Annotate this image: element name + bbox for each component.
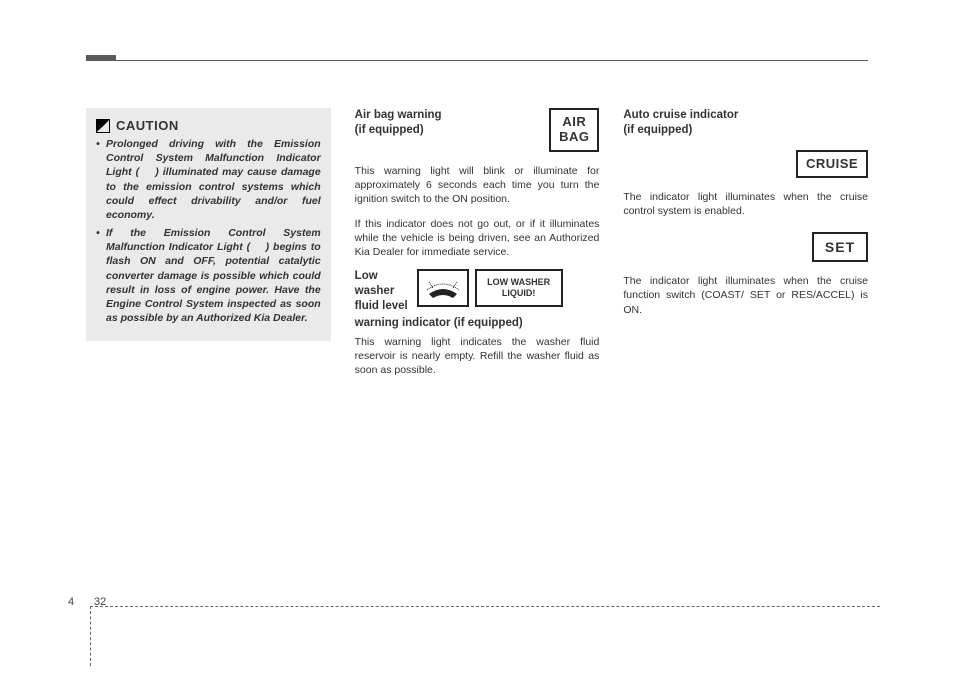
washer-icon-box [417,269,469,307]
airbag-heading: Air bag warning (if equipped) [355,108,542,138]
caution-box: CAUTION Prolonged driving with the Emiss… [86,108,331,341]
washer-text-badge: LOW WASHER LIQUID! [475,269,563,307]
airbag-badge: AIR BAG [549,108,599,152]
washer-heading-cont: warning indicator (if equipped) [355,316,600,331]
washer-para: This warning light indicates the washer … [355,335,600,378]
caution-header: CAUTION [96,118,321,133]
cruise-para: The indicator light illuminates when the… [623,190,868,218]
page-section-number: 4 [68,596,74,608]
cruise-badge: CRUISE [796,150,868,178]
airbag-header-row: Air bag warning (if equipped) AIR BAG [355,108,600,152]
cruise-badge-row: CRUISE [623,150,868,178]
caution-icon [96,119,110,133]
footer-rule [90,606,880,607]
cruise-heading: Auto cruise indicator (if equipped) [623,108,868,138]
washer-header-row: Low washer fluid level LOW WASHER LIQUID… [355,269,600,314]
set-para: The indicator light illuminates when the… [623,274,868,317]
airbag-para-2: If this indicator does not go out, or if… [355,217,600,260]
column-2: Air bag warning (if equipped) AIR BAG Th… [355,108,600,387]
content-columns: CAUTION Prolonged driving with the Emiss… [86,108,868,387]
caution-list: Prolonged driving with the Emission Cont… [96,137,321,325]
washer-icon [423,274,463,302]
airbag-badge-line2: BAG [559,130,589,145]
caution-title: CAUTION [116,118,179,133]
airbag-badge-line1: AIR [562,115,586,130]
footer-vline [90,606,91,666]
set-badge-row: SET [623,232,868,262]
set-badge: SET [812,232,868,262]
header-rule [86,60,868,61]
caution-item: Prolonged driving with the Emission Cont… [96,137,321,222]
airbag-para-1: This warning light will blink or illumin… [355,164,600,207]
column-3: Auto cruise indicator (if equipped) CRUI… [623,108,868,387]
caution-item: If the Emission Control System Malfuncti… [96,226,321,325]
column-1: CAUTION Prolonged driving with the Emiss… [86,108,331,387]
washer-heading-left: Low washer fluid level [355,269,411,314]
